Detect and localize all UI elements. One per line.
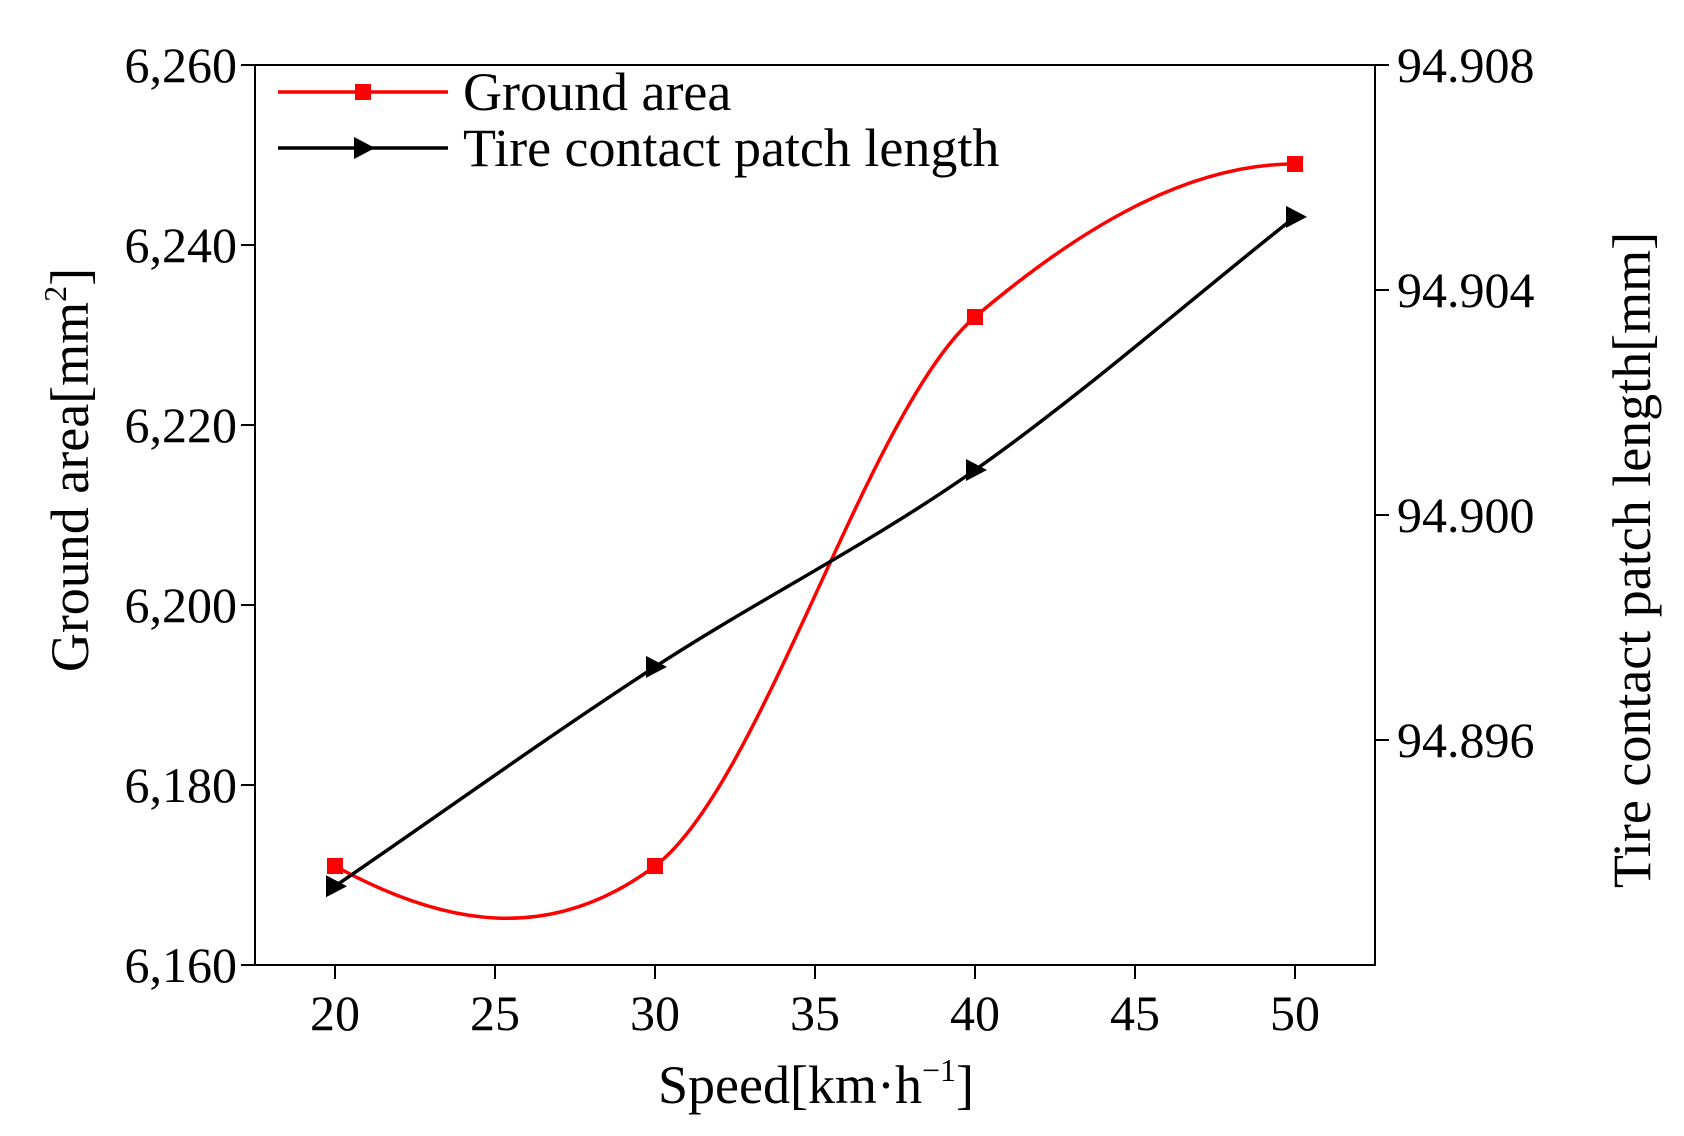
left-y-tick-label: 6,180 [125,757,238,813]
left-y-tick-label: 6,240 [125,217,238,273]
series-layer [326,156,1307,921]
x-axis-title-sup: −1 [922,1052,956,1088]
x-tick-label: 45 [1110,985,1160,1041]
legend-marker-0 [355,84,371,100]
series-point-1 [646,655,667,678]
right-y-tick-label: 94.904 [1397,262,1535,318]
legend-label-1: Tire contact patch length [463,118,999,178]
legend-marker-1 [354,137,375,159]
plot-border [254,64,1376,966]
left-y-tick-label: 6,220 [125,397,238,453]
left-y-tick-label: 6,260 [125,37,238,93]
x-tick-label: 20 [310,985,360,1041]
series-point-0 [967,309,983,325]
left-y-axis-title-sup: 2 [37,286,73,302]
left-y-axis-title: Ground area[mm2] [37,268,100,672]
series-point-1 [966,459,987,481]
left-y-tick-label: 6,200 [125,577,238,633]
x-axis-title: Speed[km·h−1] [658,1052,974,1115]
series-point-1 [1286,205,1307,228]
x-tick-label: 40 [950,985,1000,1041]
series-point-0 [1287,156,1303,172]
series-point-0 [327,858,343,874]
right-y-tick-label: 94.896 [1397,712,1535,768]
x-axis-ticks: 20 25 30 35 40 45 50 [310,965,1320,1041]
right-y-axis-ticks: 94.896 94.900 94.904 94.908 [1375,37,1535,768]
x-tick-label: 25 [470,985,520,1041]
series-line-0 [334,162,1296,921]
left-y-axis-title-end: ] [40,268,100,286]
x-axis-title-main: Speed[km·h [658,1055,922,1115]
series-point-0 [647,858,663,874]
x-tick-label: 35 [790,985,840,1041]
x-tick-label: 30 [630,985,680,1041]
series-point-1 [326,875,347,898]
legend-label-0: Ground area [463,62,731,122]
left-y-tick-label: 6,160 [125,937,238,993]
plot-frame [254,64,1376,966]
left-y-axis-title-main: Ground area[mm [40,302,100,672]
left-y-axis-ticks: 6,160 6,180 6,200 6,220 6,240 6,260 [125,37,255,993]
right-y-axis-title: Tire contact patch length[mm] [1602,232,1662,888]
series-line-1 [334,215,1297,888]
right-y-tick-label: 94.900 [1397,487,1535,543]
x-tick-label: 50 [1270,985,1320,1041]
x-axis-title-end: ] [956,1055,974,1115]
right-y-tick-label: 94.908 [1397,37,1535,93]
